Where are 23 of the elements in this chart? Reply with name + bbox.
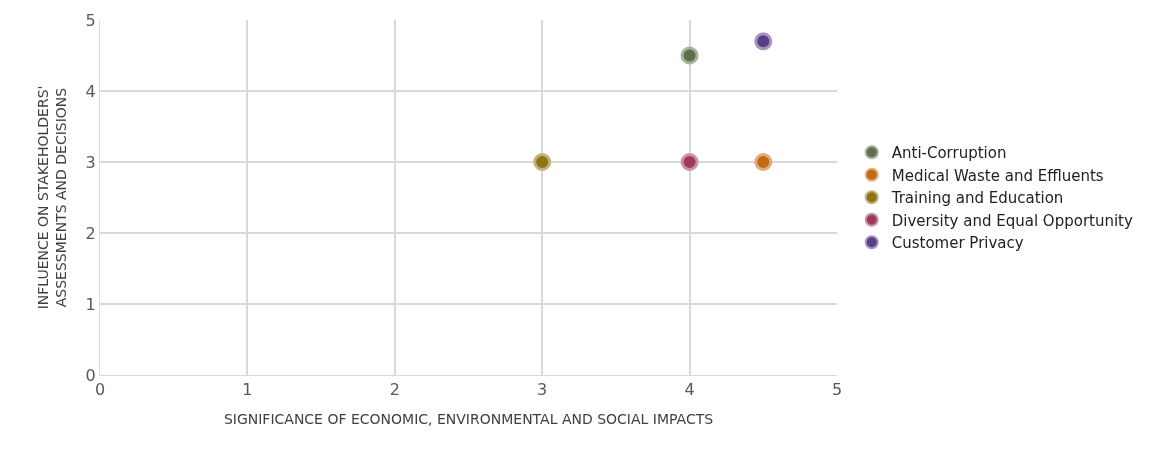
x-tick-label: 3 (537, 380, 548, 400)
legend-label: Diversity and Equal Opportunity (891, 211, 1133, 230)
y-axis-title: INFLUENCE ON STAKEHOLDERS' ASSESSMENTS AND DECISIONS (35, 85, 70, 310)
point (533, 153, 552, 171)
point (754, 153, 773, 171)
y-tick-label: 4 (85, 81, 96, 101)
y-tick-label: 0 (85, 365, 96, 385)
x-tick-label: 1 (242, 380, 253, 400)
x-tick-label: 2 (389, 380, 400, 400)
point (754, 32, 773, 51)
x-tick-label: 4 (684, 380, 695, 400)
x-axis-title: SIGNIFICANCE OF ECONOMIC, ENVIRONMENTAL AND SOCIAL IMPACTS (223, 410, 714, 427)
legend-label: Medical Waste and Effluents (891, 166, 1104, 185)
y-tick-label: 1 (85, 294, 96, 314)
point (680, 46, 699, 65)
legend-label: Customer Privacy (891, 234, 1024, 253)
legend-label: Anti-Corruption (891, 144, 1007, 163)
legend-label: Training and Education (890, 189, 1064, 208)
x-tick-label: 5 (831, 380, 843, 400)
y-tick-label: 5 (85, 10, 96, 30)
y-tick-label: 3 (85, 152, 96, 172)
point (680, 153, 699, 171)
y-tick-label: 2 (85, 223, 96, 243)
